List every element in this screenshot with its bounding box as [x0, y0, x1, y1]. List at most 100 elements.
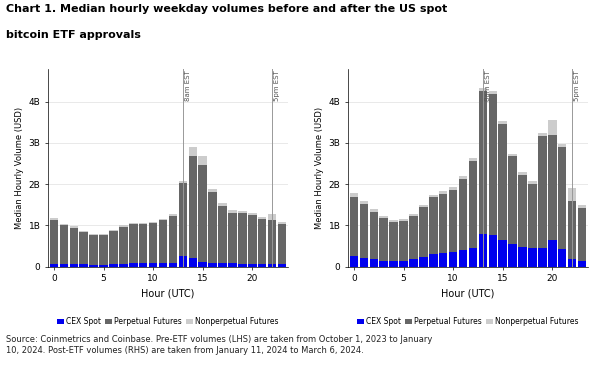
- Bar: [228, 210, 236, 213]
- Bar: [218, 206, 227, 263]
- Bar: [499, 240, 507, 267]
- Bar: [70, 228, 78, 264]
- Bar: [258, 264, 266, 267]
- Bar: [268, 264, 277, 267]
- Bar: [350, 193, 358, 197]
- Text: 8am EST: 8am EST: [185, 70, 191, 101]
- Legend: CEX Spot, Perpetual Futures, Nonperpetual Futures: CEX Spot, Perpetual Futures, Nonperpetua…: [54, 314, 282, 329]
- Bar: [469, 158, 477, 162]
- Bar: [258, 217, 266, 219]
- Bar: [79, 264, 88, 267]
- Bar: [359, 204, 368, 258]
- X-axis label: Hour (UTC): Hour (UTC): [442, 289, 494, 299]
- Bar: [379, 218, 388, 261]
- Bar: [119, 264, 128, 267]
- Bar: [400, 261, 408, 267]
- Bar: [238, 211, 247, 213]
- Bar: [119, 227, 128, 264]
- Bar: [89, 235, 98, 265]
- Bar: [188, 147, 197, 157]
- Bar: [479, 234, 487, 267]
- Bar: [419, 257, 428, 267]
- Bar: [149, 223, 157, 263]
- Bar: [528, 248, 536, 267]
- Bar: [419, 207, 428, 257]
- Bar: [479, 88, 487, 91]
- Bar: [89, 265, 98, 267]
- Bar: [228, 263, 236, 267]
- Bar: [79, 231, 88, 232]
- Bar: [548, 120, 557, 134]
- Bar: [79, 232, 88, 264]
- Bar: [538, 136, 547, 248]
- Text: Chart 1. Median hourly weekday volumes before and after the US spot: Chart 1. Median hourly weekday volumes b…: [6, 4, 447, 14]
- Bar: [459, 176, 467, 179]
- Bar: [70, 226, 78, 228]
- Bar: [208, 189, 217, 192]
- Bar: [558, 249, 566, 267]
- Bar: [359, 258, 368, 267]
- Bar: [389, 261, 398, 267]
- Bar: [558, 144, 566, 147]
- Text: 5pm EST: 5pm EST: [274, 70, 280, 101]
- Bar: [139, 223, 148, 224]
- Bar: [129, 224, 137, 263]
- Bar: [459, 250, 467, 267]
- Bar: [129, 263, 137, 267]
- Bar: [548, 240, 557, 267]
- Text: bitcoin ETF approvals: bitcoin ETF approvals: [6, 30, 141, 40]
- Bar: [159, 219, 167, 221]
- Bar: [179, 181, 187, 183]
- Bar: [488, 234, 497, 267]
- Bar: [518, 247, 527, 267]
- Y-axis label: Median Hourly Volume (USD): Median Hourly Volume (USD): [16, 107, 25, 229]
- Legend: CEX Spot, Perpetual Futures, Nonperpetual Futures: CEX Spot, Perpetual Futures, Nonperpetua…: [354, 314, 582, 329]
- X-axis label: Hour (UTC): Hour (UTC): [142, 289, 194, 299]
- Bar: [548, 134, 557, 240]
- Bar: [499, 122, 507, 124]
- Text: 8am EST: 8am EST: [485, 70, 491, 101]
- Bar: [528, 181, 536, 184]
- Bar: [159, 221, 167, 263]
- Bar: [228, 213, 236, 263]
- Bar: [578, 261, 586, 267]
- Bar: [70, 264, 78, 267]
- Bar: [389, 219, 398, 222]
- Bar: [208, 192, 217, 263]
- Bar: [409, 216, 418, 259]
- Bar: [268, 214, 277, 220]
- Bar: [429, 255, 437, 267]
- Bar: [370, 212, 378, 259]
- Bar: [568, 188, 577, 201]
- Bar: [89, 234, 98, 235]
- Bar: [119, 225, 128, 227]
- Bar: [469, 248, 477, 267]
- Bar: [169, 216, 177, 263]
- Bar: [350, 197, 358, 256]
- Bar: [379, 216, 388, 218]
- Bar: [100, 234, 108, 235]
- Text: 5pm EST: 5pm EST: [574, 70, 580, 101]
- Bar: [459, 179, 467, 250]
- Bar: [268, 220, 277, 264]
- Bar: [409, 214, 418, 216]
- Bar: [139, 263, 148, 267]
- Bar: [350, 256, 358, 267]
- Bar: [508, 154, 517, 157]
- Bar: [278, 224, 286, 264]
- Bar: [109, 229, 118, 231]
- Bar: [129, 223, 137, 224]
- Bar: [400, 219, 408, 221]
- Bar: [389, 222, 398, 261]
- Bar: [149, 222, 157, 223]
- Bar: [50, 264, 58, 267]
- Bar: [218, 263, 227, 267]
- Bar: [159, 263, 167, 267]
- Bar: [538, 133, 547, 136]
- Bar: [100, 235, 108, 265]
- Bar: [488, 91, 497, 94]
- Bar: [449, 252, 457, 267]
- Bar: [499, 124, 507, 240]
- Bar: [578, 205, 586, 208]
- Bar: [238, 264, 247, 267]
